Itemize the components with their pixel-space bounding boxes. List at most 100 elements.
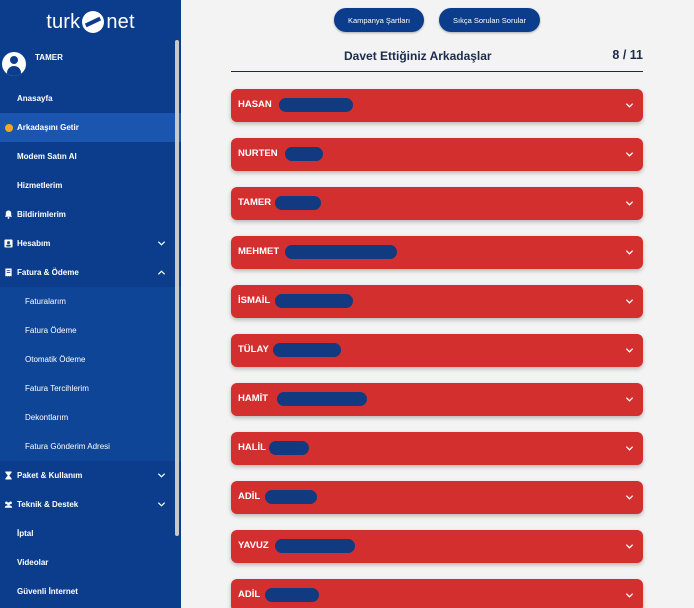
sidebar-item-guvenli-internet[interactable]: Güvenli İnternet	[0, 577, 181, 606]
faq-button[interactable]: Sıkça Sorulan Sorular	[439, 8, 540, 32]
redaction-mark	[285, 245, 397, 259]
friend-row[interactable]: ADİL	[231, 481, 643, 514]
friend-name: NURTEN	[238, 148, 278, 159]
user-profile[interactable]: TAMER	[0, 44, 181, 84]
sidebar: turk net TAMER Anasayfa Arkadaşını Getir…	[0, 0, 181, 608]
redaction-mark	[273, 343, 341, 357]
sidebar-subitem-fatura-gonderim-adresi[interactable]: Fatura Gönderim Adresi	[0, 432, 181, 461]
people-icon	[4, 500, 13, 509]
friend-row[interactable]: HALİL	[231, 432, 643, 465]
sidebar-item-label: Otomatik Ödeme	[25, 355, 86, 364]
chevron-down-icon	[157, 500, 166, 509]
sidebar-item-arkadasini-getir[interactable]: Arkadaşını Getir	[0, 113, 181, 142]
sidebar-item-hesabim[interactable]: Hesabım	[0, 229, 181, 258]
invite-counter: 8 / 11	[612, 48, 643, 62]
sidebar-item-label: Fatura Ödeme	[25, 326, 77, 335]
friend-row[interactable]: İSMAİL	[231, 285, 643, 318]
sidebar-item-bildirimlerim[interactable]: Bildirimlerim	[0, 200, 181, 229]
redaction-mark	[285, 147, 323, 161]
sidebar-item-label: Bildirimlerim	[17, 210, 66, 219]
sidebar-item-label: Anasayfa	[17, 94, 53, 103]
sidebar-scrollbar[interactable]	[175, 40, 179, 536]
redaction-mark	[265, 490, 317, 504]
sidebar-item-label: Videolar	[17, 558, 49, 567]
friend-name: ADİL	[238, 589, 261, 600]
avatar-icon	[2, 52, 26, 76]
receipt-icon	[4, 268, 13, 277]
sidebar-subitem-fatura-odeme[interactable]: Fatura Ödeme	[0, 316, 181, 345]
friend-row[interactable]: NURTEN	[231, 138, 643, 171]
logo-text-right: net	[106, 10, 135, 33]
chevron-down-icon	[625, 591, 634, 600]
friend-name: HAMİT	[238, 393, 269, 404]
chevron-down-icon	[625, 346, 634, 355]
sidebar-subitem-fatura-tercihlerim[interactable]: Fatura Tercihlerim	[0, 374, 181, 403]
sidebar-item-label: İptal	[17, 529, 34, 538]
friend-row[interactable]: ADİL	[231, 579, 643, 608]
chevron-down-icon	[157, 471, 166, 480]
campaign-terms-button[interactable]: Kampanya Şartları	[334, 8, 424, 32]
bell-icon	[4, 210, 13, 219]
sidebar-item-label: Hizmetlerim	[17, 181, 63, 190]
friend-row[interactable]: HAMİT	[231, 383, 643, 416]
invited-friends-header: Davet Ettiğiniz Arkadaşlar 8 / 11	[231, 44, 643, 72]
chevron-down-icon	[625, 542, 634, 551]
sidebar-subitem-otomatik-odeme[interactable]: Otomatik Ödeme	[0, 345, 181, 374]
sidebar-item-label: Paket & Kullanım	[17, 471, 83, 480]
sidebar-item-iptal[interactable]: İptal	[0, 519, 181, 548]
friend-name: YAVUZ	[238, 540, 269, 551]
status-dot-icon	[4, 123, 13, 132]
friend-row[interactable]: TÜLAY	[231, 334, 643, 367]
sidebar-item-hizmetlerim[interactable]: Hizmetlerim	[0, 171, 181, 200]
redaction-mark	[275, 294, 353, 308]
sidebar-item-label: Dekontlarım	[25, 413, 69, 422]
sidebar-item-videolar[interactable]: Videolar	[0, 548, 181, 577]
chevron-down-icon	[157, 239, 166, 248]
sidebar-item-paket-kullanim[interactable]: Paket & Kullanım	[0, 461, 181, 490]
sidebar-item-label: Faturalarım	[25, 297, 66, 306]
sidebar-item-anasayfa[interactable]: Anasayfa	[0, 84, 181, 113]
sidebar-item-label: Teknik & Destek	[17, 500, 79, 509]
chevron-down-icon	[625, 248, 634, 257]
chevron-down-icon	[625, 395, 634, 404]
sidebar-item-label: Arkadaşını Getir	[17, 123, 79, 132]
friend-name: İSMAİL	[238, 295, 271, 306]
redaction-mark	[277, 392, 367, 406]
redaction-mark	[279, 98, 353, 112]
redaction-mark	[269, 441, 309, 455]
hourglass-icon	[4, 471, 13, 480]
chevron-down-icon	[625, 199, 634, 208]
friend-name: HALİL	[238, 442, 266, 453]
id-card-icon	[4, 239, 13, 248]
friend-name: TÜLAY	[238, 344, 269, 355]
chevron-down-icon	[625, 297, 634, 306]
top-button-bar: Kampanya Şartları Sıkça Sorulan Sorular	[334, 8, 540, 32]
friend-row[interactable]: YAVUZ	[231, 530, 643, 563]
sidebar-item-teknik-destek[interactable]: Teknik & Destek	[0, 490, 181, 519]
logo-text-left: turk	[46, 10, 81, 33]
page-title: Davet Ettiğiniz Arkadaşlar	[344, 49, 492, 63]
friend-name: HASAN	[238, 99, 272, 110]
friend-row[interactable]: TAMER	[231, 187, 643, 220]
user-name: TAMER	[35, 53, 63, 62]
sidebar-subitem-faturalarim[interactable]: Faturalarım	[0, 287, 181, 316]
sidebar-item-modem[interactable]: Modem Satın Al	[0, 142, 181, 171]
friend-name: ADİL	[238, 491, 261, 502]
redaction-mark	[265, 588, 319, 602]
sidebar-item-label: Fatura Gönderim Adresi	[25, 442, 110, 451]
friend-row[interactable]: MEHMET	[231, 236, 643, 269]
chevron-down-icon	[625, 101, 634, 110]
sidebar-item-label: Fatura & Ödeme	[17, 268, 79, 277]
sidebar-item-label: Güvenli İnternet	[17, 587, 78, 596]
friend-row[interactable]: HASAN	[231, 89, 643, 122]
sidebar-item-fatura-odeme[interactable]: Fatura & Ödeme	[0, 258, 181, 287]
chevron-down-icon	[625, 150, 634, 159]
sidebar-item-label: Fatura Tercihlerim	[25, 384, 89, 393]
chevron-down-icon	[625, 444, 634, 453]
turknet-logo[interactable]: turk net	[0, 0, 181, 44]
friend-name: MEHMET	[238, 246, 280, 257]
chevron-down-icon	[625, 493, 634, 502]
chevron-up-icon	[157, 268, 166, 277]
sidebar-subitem-dekontlarim[interactable]: Dekontlarım	[0, 403, 181, 432]
globe-icon	[82, 11, 105, 33]
